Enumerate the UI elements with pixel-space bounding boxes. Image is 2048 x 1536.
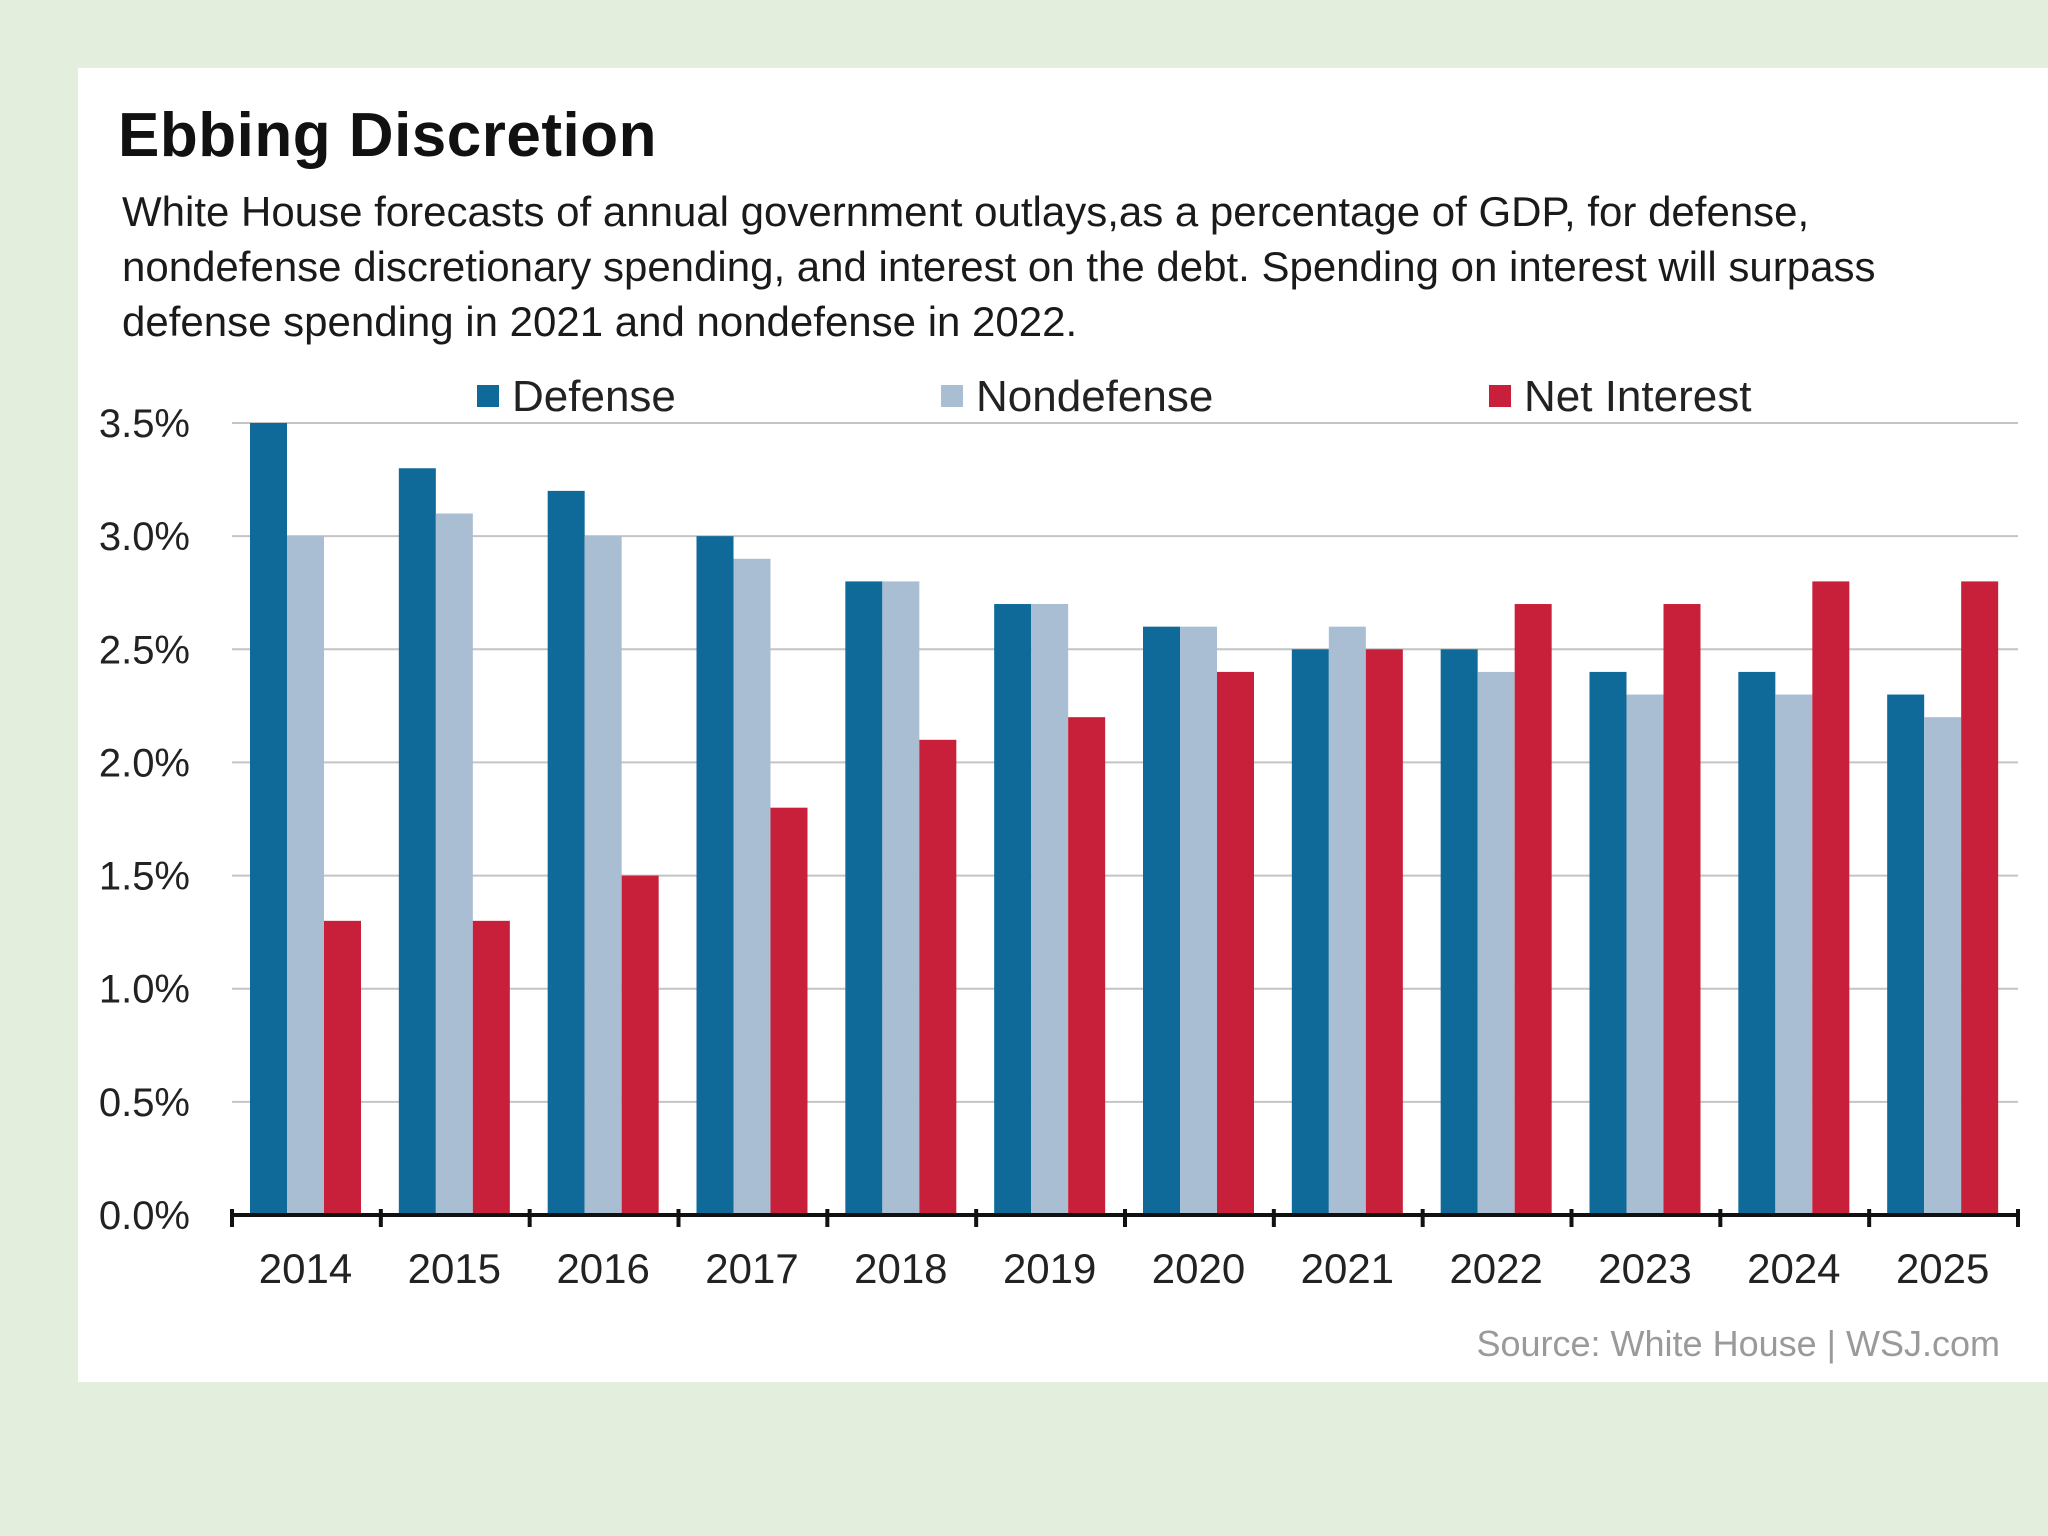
bar xyxy=(1440,649,1478,1215)
bar xyxy=(1775,694,1813,1215)
x-tick-label: 2021 xyxy=(1301,1245,1394,1292)
legend-label: Net Interest xyxy=(1524,372,1751,421)
bar xyxy=(882,581,920,1215)
bar xyxy=(919,739,957,1215)
chart-subtitle: White House forecasts of annual governme… xyxy=(122,188,1876,345)
bar xyxy=(1738,671,1776,1215)
bar xyxy=(324,920,361,1215)
bar xyxy=(1626,694,1664,1215)
x-tick-label: 2014 xyxy=(259,1245,352,1292)
x-tick-label: 2020 xyxy=(1152,1245,1245,1292)
bar xyxy=(1887,694,1925,1215)
bar xyxy=(547,490,585,1215)
bar xyxy=(1031,604,1069,1215)
bar xyxy=(1328,626,1366,1215)
bar xyxy=(1924,717,1962,1215)
legend-swatch xyxy=(1489,385,1511,407)
bar xyxy=(1812,581,1850,1215)
x-tick-label: 2024 xyxy=(1747,1245,1840,1292)
x-tick-label: 2025 xyxy=(1896,1245,1989,1292)
x-tick-label: 2019 xyxy=(1003,1245,1096,1292)
bar xyxy=(1143,626,1180,1215)
source-note: Source: White House | WSJ.com xyxy=(1476,1323,2000,1364)
x-tick-label: 2017 xyxy=(705,1245,798,1292)
bar xyxy=(584,536,622,1215)
bar xyxy=(472,920,510,1215)
chart-title: Ebbing Discretion xyxy=(118,101,657,170)
x-tick-label: 2015 xyxy=(408,1245,501,1292)
bar xyxy=(250,423,287,1215)
bar xyxy=(621,875,659,1215)
bar xyxy=(733,558,771,1215)
bar xyxy=(1514,604,1552,1215)
legend-label: Defense xyxy=(512,372,676,421)
bar xyxy=(1291,649,1329,1215)
bar xyxy=(1589,671,1627,1215)
bar xyxy=(994,604,1032,1215)
y-tick-label: 1.0% xyxy=(99,968,190,1012)
bar xyxy=(1180,626,1217,1215)
y-tick-label: 2.0% xyxy=(99,741,190,785)
y-tick-label: 1.5% xyxy=(99,855,190,899)
x-tick-label: 2016 xyxy=(556,1245,649,1292)
bar xyxy=(398,468,436,1215)
bar xyxy=(770,807,808,1215)
bar xyxy=(1068,717,1106,1215)
legend-swatch xyxy=(477,385,499,407)
x-tick-label: 2022 xyxy=(1449,1245,1542,1292)
y-tick-label: 2.5% xyxy=(99,628,190,672)
bar xyxy=(1961,581,1999,1215)
legend-label: Nondefense xyxy=(976,372,1213,421)
x-tick-label: 2018 xyxy=(854,1245,947,1292)
bar xyxy=(287,536,324,1215)
bar xyxy=(1477,671,1515,1215)
bar xyxy=(1365,649,1403,1215)
y-tick-label: 3.0% xyxy=(99,515,190,559)
bar xyxy=(1663,604,1701,1215)
bar xyxy=(845,581,883,1215)
y-tick-label: 0.0% xyxy=(99,1194,190,1238)
legend-swatch xyxy=(941,385,963,407)
x-tick-label: 2023 xyxy=(1598,1245,1691,1292)
bar xyxy=(435,513,473,1215)
y-tick-label: 3.5% xyxy=(99,402,190,446)
bar xyxy=(1217,671,1254,1215)
y-tick-label: 0.5% xyxy=(99,1081,190,1125)
bar xyxy=(696,536,734,1215)
